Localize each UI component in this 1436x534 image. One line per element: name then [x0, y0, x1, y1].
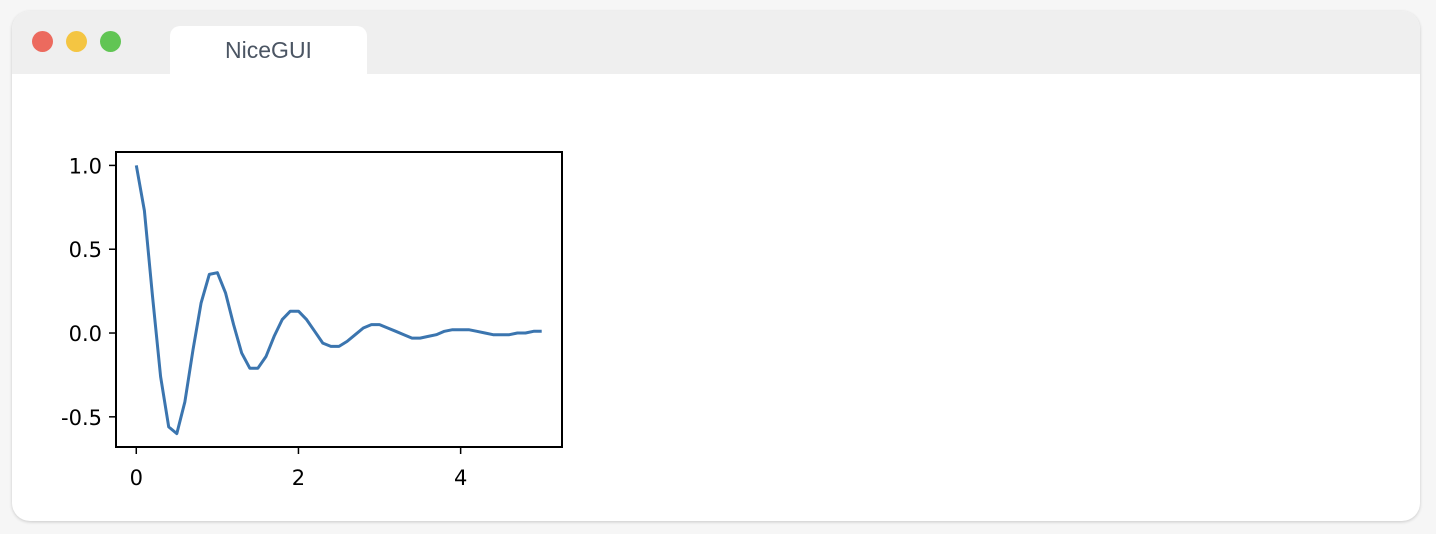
minimize-window-button[interactable]: [66, 31, 87, 52]
close-window-button[interactable]: [32, 31, 53, 52]
title-bar: NiceGUI: [12, 11, 1420, 74]
series-line: [134, 165, 542, 436]
y-tick-label: 0.0: [69, 322, 102, 346]
browser-window: NiceGUI: [12, 11, 1420, 521]
y-tick-label: 0.5: [69, 238, 102, 262]
y-tick-label: -0.5: [61, 406, 102, 430]
zoom-window-button[interactable]: [100, 31, 121, 52]
plot-frame: [115, 151, 563, 448]
x-tick-label: 2: [292, 466, 305, 490]
tab-title: NiceGUI: [225, 36, 312, 63]
y-tick-label: 1.0: [69, 154, 102, 178]
x-tick-label: 0: [130, 466, 143, 490]
tab-nicegui[interactable]: NiceGUI: [170, 26, 367, 74]
x-tick-label: 4: [454, 466, 467, 490]
